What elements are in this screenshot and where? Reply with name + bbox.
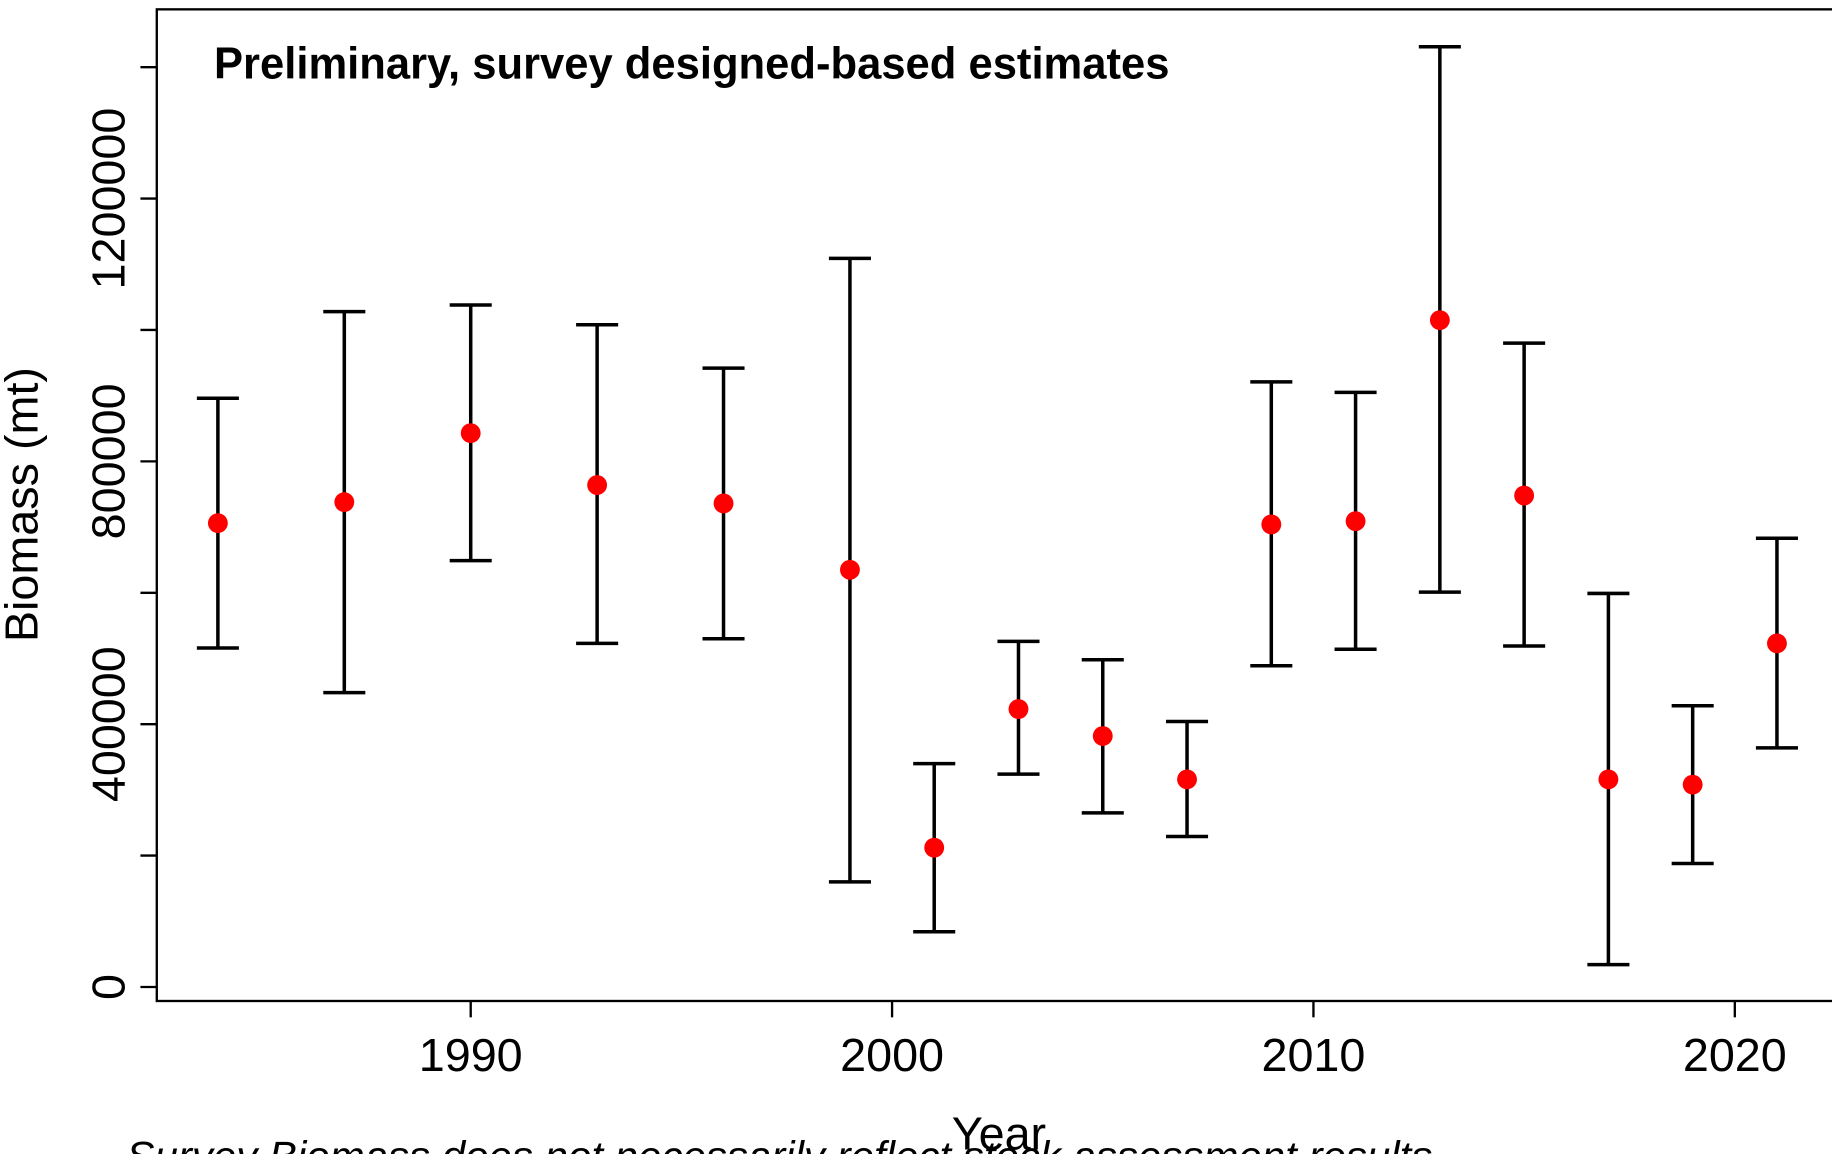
point: [587, 475, 608, 495]
x-tick-label: 2020: [1683, 1029, 1787, 1081]
y-tick-label: 0: [83, 974, 135, 1000]
point: [1261, 514, 1282, 535]
footnote: Survey Biomass does not necessarily refl…: [126, 1132, 1432, 1154]
point: [1598, 769, 1619, 790]
point: [1767, 633, 1787, 654]
point: [460, 423, 481, 444]
plot-frame: [155, 8, 1832, 1003]
y-axis-label: Biomass (mt): [0, 367, 48, 642]
point: [840, 559, 860, 580]
point: [924, 837, 945, 858]
x-axis-label: Year: [952, 1107, 1046, 1154]
point: [1177, 769, 1197, 790]
point: [207, 513, 228, 534]
y-tick-label: 400000: [83, 646, 135, 802]
point: [1092, 726, 1113, 746]
y-tick-label: 1200000: [83, 108, 135, 290]
y-tick-label: 800000: [83, 383, 135, 539]
point: [1514, 485, 1535, 506]
point: [334, 492, 355, 513]
point: [1429, 310, 1450, 331]
x-tick-label: 2010: [1261, 1029, 1365, 1081]
point: [713, 493, 734, 514]
point: [1345, 511, 1366, 532]
x-tick-label: 1990: [419, 1029, 523, 1081]
point: [1008, 699, 1029, 720]
point: [1682, 774, 1703, 795]
chart-title: Preliminary, survey designed-based estim…: [214, 39, 1169, 88]
x-tick-label: 2000: [840, 1029, 944, 1081]
